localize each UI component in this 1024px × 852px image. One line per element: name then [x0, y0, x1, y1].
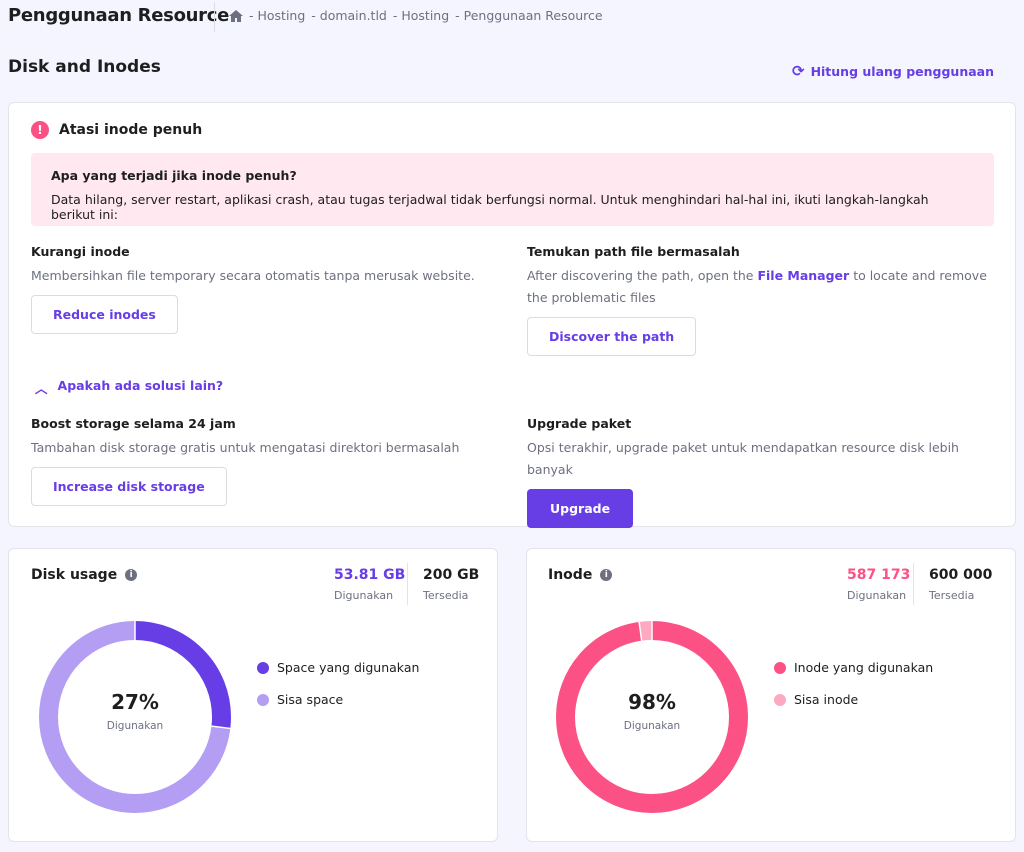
reduce-inodes-button[interactable]: Reduce inodes — [31, 295, 178, 334]
info-icon[interactable]: i — [600, 569, 613, 581]
inode-percent: 98% — [628, 690, 676, 714]
inode-used: 587 173 — [847, 567, 911, 583]
divider — [913, 563, 914, 605]
refresh-icon: ⟳ — [791, 62, 805, 80]
legend-used: Space yang digunakan — [257, 660, 419, 675]
breadcrumb: - Hosting - domain.tld - Hosting - Pengg… — [229, 8, 603, 23]
inode-total: 600 000 — [929, 567, 993, 583]
inode-alert-card: ! Atasi inode penuh Apa yang terjadi jika… — [8, 102, 1016, 528]
file-manager-link[interactable]: File Manager — [757, 268, 850, 283]
legend-used: Inode yang digunakan — [774, 660, 933, 675]
alert-icon: ! — [31, 121, 49, 139]
disk-total: 200 GB — [423, 567, 480, 583]
segment-gap — [638, 621, 643, 641]
discover-desc: After discovering the path, open the Fil… — [527, 268, 987, 305]
page-title: Penggunaan Resource — [8, 5, 230, 26]
discover-path-button[interactable]: Discover the path — [527, 317, 697, 356]
chevron-up-icon: ︿ — [35, 381, 48, 396]
section-title: Disk and Inodes — [8, 57, 161, 77]
disk-donut-chart — [39, 621, 231, 813]
inode-donut-chart — [556, 621, 748, 813]
disk-used: 53.81 GB — [334, 567, 406, 583]
info-icon[interactable]: i — [125, 569, 138, 581]
disk-usage-card: Disk usage i 53.81 GB Digunakan 200 GB Ters… — [8, 548, 498, 842]
reduce-desc: Membersihkan file temporary secara otoma… — [31, 268, 475, 283]
other-solutions-toggle[interactable]: ︿ Apakah ada solusi lain? — [35, 378, 224, 396]
inode-title: Inode — [548, 567, 593, 583]
alert-title: Atasi inode penuh — [59, 122, 203, 138]
disk-title: Disk usage — [31, 567, 118, 583]
legend-free: Sisa space — [257, 692, 419, 707]
inode-card: Inode i 587 173 Digunakan 600 000 Tersedia … — [526, 548, 1016, 842]
legend-free: Sisa inode — [774, 692, 933, 707]
boost-desc: Tambahan disk storage gratis untuk menga… — [31, 440, 460, 455]
disk-percent: 27% — [111, 690, 159, 714]
upgrade-desc: Opsi terakhir, upgrade paket untuk menda… — [527, 440, 959, 477]
home-icon[interactable] — [229, 9, 243, 22]
discover-title: Temukan path file bermasalah — [527, 244, 740, 259]
divider — [214, 2, 215, 32]
reduce-title: Kurangi inode — [31, 244, 130, 259]
increase-disk-storage-button[interactable]: Increase disk storage — [31, 467, 227, 506]
breadcrumb-item[interactable]: - domain.tld — [311, 8, 387, 23]
breadcrumb-item[interactable]: - Hosting — [249, 8, 306, 23]
recalculate-button[interactable]: ⟳ Hitung ulang penggunaan — [791, 62, 994, 80]
divider — [407, 563, 408, 605]
alert-box: Apa yang terjadi jika inode penuh? Data h… — [31, 153, 994, 226]
upgrade-title: Upgrade paket — [527, 416, 632, 431]
segment-gap — [211, 725, 231, 730]
breadcrumb-item: - Penggunaan Resource — [455, 8, 603, 23]
upgrade-button[interactable]: Upgrade — [527, 489, 634, 528]
boost-title: Boost storage selama 24 jam — [31, 416, 236, 431]
breadcrumb-item[interactable]: - Hosting — [392, 8, 450, 23]
